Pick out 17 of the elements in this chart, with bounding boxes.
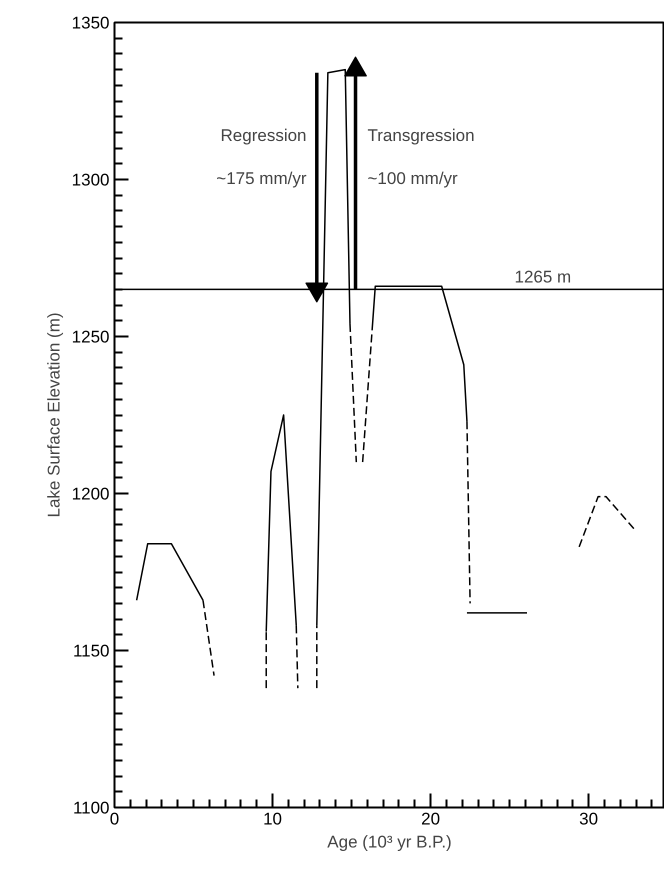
x-tick-label: 30 — [579, 810, 598, 828]
y-axis-title: Lake Surface Elevation (m) — [44, 312, 64, 518]
x-tick-label: 0 — [110, 810, 120, 828]
annotation: Regression — [220, 126, 307, 145]
y-tick-label: 1250 — [72, 328, 110, 346]
ref-line-label: 1265 m — [514, 267, 572, 286]
x-tick-label: 10 — [263, 810, 282, 828]
y-tick-label: 1350 — [72, 14, 110, 32]
x-tick-label: 20 — [421, 810, 440, 828]
annotation: ~100 mm/yr — [368, 169, 458, 188]
y-tick-label: 1200 — [72, 484, 110, 504]
annotation: ~175 mm/yr — [216, 169, 307, 188]
x-axis-title: Age (10³ yr B.P.) — [327, 832, 452, 852]
annotation: Transgression — [368, 126, 475, 145]
y-tick-label: 1150 — [72, 642, 110, 660]
y-tick-label: 1300 — [72, 170, 110, 190]
y-tick-label: 1100 — [72, 798, 110, 818]
